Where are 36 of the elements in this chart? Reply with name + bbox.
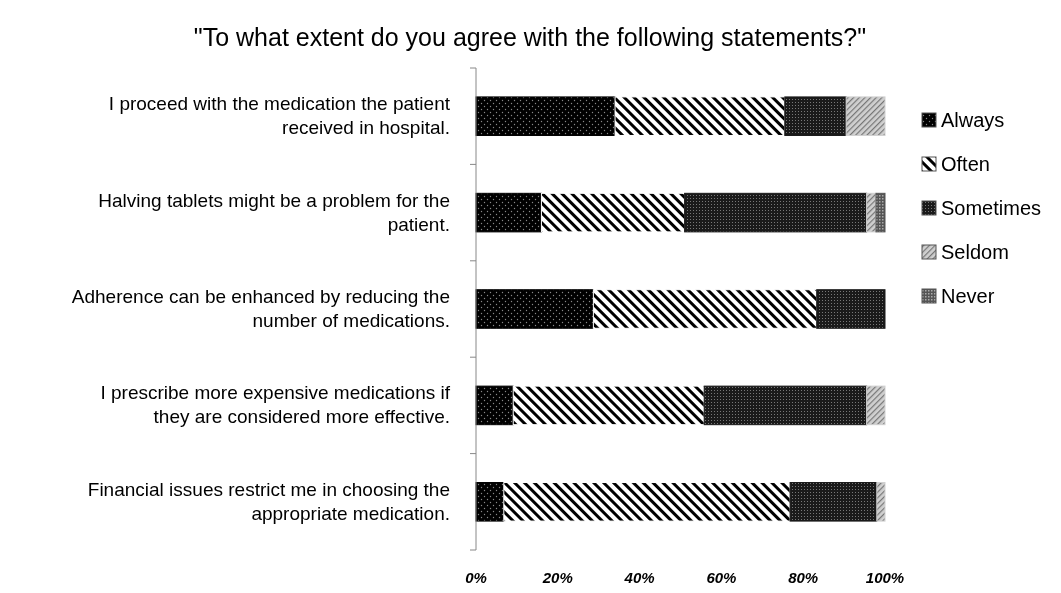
legend-label: Never bbox=[941, 285, 995, 307]
y-tick-label: Financial issues restrict me in choosing the appropriate medication. bbox=[87, 478, 450, 524]
bar bbox=[703, 385, 868, 426]
x-tick-label: 40% bbox=[623, 569, 655, 586]
chart-title: "To what extent do you agree with the following statements?" bbox=[193, 23, 867, 51]
x-tick-label: 60% bbox=[706, 569, 737, 586]
bar bbox=[475, 289, 594, 329]
bar bbox=[475, 385, 514, 426]
bar bbox=[875, 192, 886, 233]
bar bbox=[789, 482, 878, 522]
bar bbox=[512, 385, 705, 426]
bar bbox=[876, 482, 886, 522]
x-tick-label: 0% bbox=[465, 569, 487, 586]
x-tick-label: 100% bbox=[865, 569, 905, 586]
y-tick-label: I proceed with the medication the patient received in hospital. bbox=[108, 93, 451, 139]
y-tick-label: I prescribe more expensive medications if they are considered more effective. bbox=[100, 382, 451, 428]
legend-label: Seldom bbox=[941, 241, 1009, 263]
y-tick-label: Adherence can be enhanced by reducing the number of medications. bbox=[71, 286, 450, 331]
bar bbox=[592, 289, 818, 329]
bar bbox=[475, 192, 542, 233]
bar bbox=[684, 192, 868, 233]
bar bbox=[614, 96, 786, 136]
x-tick-label: 20% bbox=[541, 569, 573, 586]
x-tick-label: 80% bbox=[788, 569, 819, 586]
bar bbox=[503, 482, 791, 522]
legend-label: Sometimes bbox=[941, 197, 1042, 219]
bar bbox=[475, 96, 616, 136]
legend-label: Often bbox=[941, 153, 990, 175]
bar bbox=[845, 96, 886, 136]
bar bbox=[816, 289, 886, 329]
bar bbox=[784, 96, 847, 136]
y-tick-label: Halving tablets might be a problem for the patient. bbox=[98, 189, 450, 235]
bar bbox=[866, 385, 886, 426]
legend-label: Always bbox=[941, 109, 1005, 131]
bar bbox=[540, 192, 686, 233]
bar bbox=[475, 482, 505, 522]
